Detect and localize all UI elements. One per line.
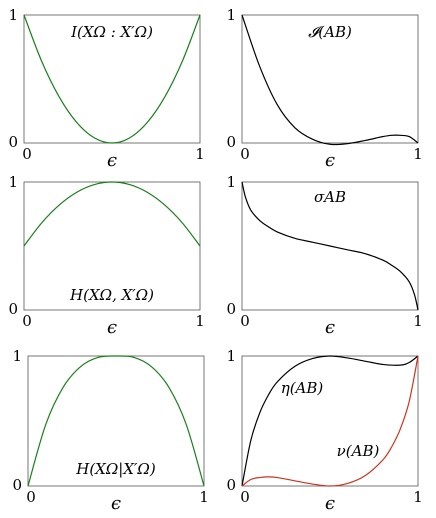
y-tick-label: 0 (226, 476, 236, 494)
panel-5: 1 00 1 ϵ H(XΩ|X′Ω) (12, 347, 208, 514)
x-tick-label: 0 (22, 312, 32, 330)
x-axis-label: ϵ (325, 317, 335, 338)
annotation: H(XΩ|X′Ω) (75, 460, 156, 478)
annotation: H(XΩ, X′Ω) (69, 286, 154, 304)
y-tick-label: 0 (226, 300, 236, 318)
x-tick-label: 0 (26, 488, 36, 506)
x-axis-label: ϵ (107, 150, 117, 171)
y-tick-label: 1 (226, 347, 236, 365)
x-tick-label: 1 (199, 488, 209, 506)
panel-2: 1 00 1 ϵ 𝓘(AB) (226, 6, 422, 171)
series-line-2 (241, 355, 419, 487)
x-tick-label: 0 (240, 312, 250, 330)
y-tick-label: 0 (226, 133, 236, 151)
series-line-1 (241, 181, 419, 311)
x-axis-label: ϵ (111, 493, 121, 514)
series-line-1 (23, 181, 201, 247)
x-axis-label: ϵ (325, 493, 335, 514)
series-line-1 (23, 14, 201, 144)
y-tick-label: 1 (8, 173, 18, 191)
annotation: σAB (314, 188, 346, 206)
y-tick-label: 0 (8, 133, 18, 151)
x-tick-label: 1 (413, 145, 423, 163)
x-axis-label: ϵ (107, 317, 117, 338)
y-tick-label: 1 (12, 347, 22, 365)
series-line-1 (241, 355, 419, 487)
x-tick-label: 1 (413, 488, 423, 506)
panel-1: 1 00 1 ϵ I(XΩ : X′Ω) (8, 6, 204, 171)
annotation: ν(AB) (337, 442, 380, 460)
y-tick-label: 0 (8, 300, 18, 318)
annotation: I(XΩ : X′Ω) (70, 23, 153, 41)
x-tick-label: 0 (240, 488, 250, 506)
x-tick-label: 1 (195, 312, 205, 330)
series-line-1 (241, 14, 419, 146)
panel-4-frame (241, 181, 419, 311)
y-tick-label: 1 (226, 173, 236, 191)
x-tick-label: 0 (22, 145, 32, 163)
x-axis-label: ϵ (325, 150, 335, 171)
x-tick-label: 1 (413, 312, 423, 330)
annotation: 𝓘(AB) (308, 23, 352, 41)
panel-3: 1 00 1 ϵ H(XΩ, X′Ω) (8, 173, 204, 338)
panel-4: 1 00 1 ϵ σAB (226, 173, 422, 338)
x-tick-label: 1 (195, 145, 205, 163)
annotation: η(AB) (281, 379, 324, 397)
x-tick-label: 0 (240, 145, 250, 163)
y-tick-label: 1 (8, 6, 18, 24)
panel-2-frame (241, 14, 419, 144)
panel-6-frame (241, 355, 419, 487)
y-tick-label: 1 (226, 6, 236, 24)
series-line-1 (27, 355, 205, 487)
panel-6: 1 00 1 ϵ η(AB) ν(AB) (226, 347, 422, 514)
y-tick-label: 0 (12, 476, 22, 494)
